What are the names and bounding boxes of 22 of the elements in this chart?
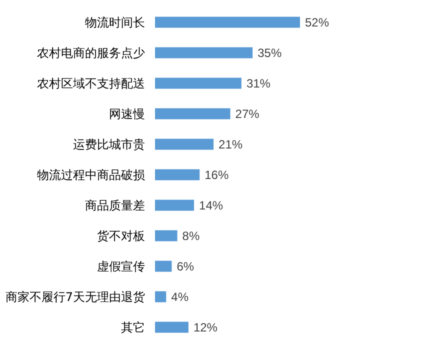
y-tick-label: 运费比城市贵 [73, 137, 145, 152]
y-tick-label: 物流时间长 [85, 15, 145, 30]
data-label: 35% [258, 46, 282, 60]
y-tick-label: 农村电商的服务点少 [37, 46, 145, 60]
y-tick-label: 商品质量差 [85, 198, 145, 212]
y-tick-label: 农村区域不支持配送 [37, 76, 145, 90]
y-tick-label: 物流过程中商品破损 [37, 168, 145, 182]
y-tick-label: 其它 [121, 320, 145, 334]
data-label: 27% [235, 106, 260, 121]
y-tick-label: 虚假宣传 [97, 259, 145, 274]
data-label: 12% [193, 320, 218, 334]
data-label: 31% [246, 76, 271, 90]
data-label: 16% [204, 168, 229, 182]
y-tick-label: 网速慢 [109, 106, 145, 121]
y-tick-label: 商家不履行7天无理由退货 [5, 290, 145, 304]
y-tick-label: 货不对板 [97, 228, 145, 243]
data-label: 6% [176, 259, 194, 274]
data-label: 21% [218, 137, 243, 152]
data-label: 14% [199, 198, 224, 212]
data-label: 8% [182, 228, 200, 243]
data-label: 4% [171, 290, 189, 304]
data-label: 52% [305, 15, 330, 30]
